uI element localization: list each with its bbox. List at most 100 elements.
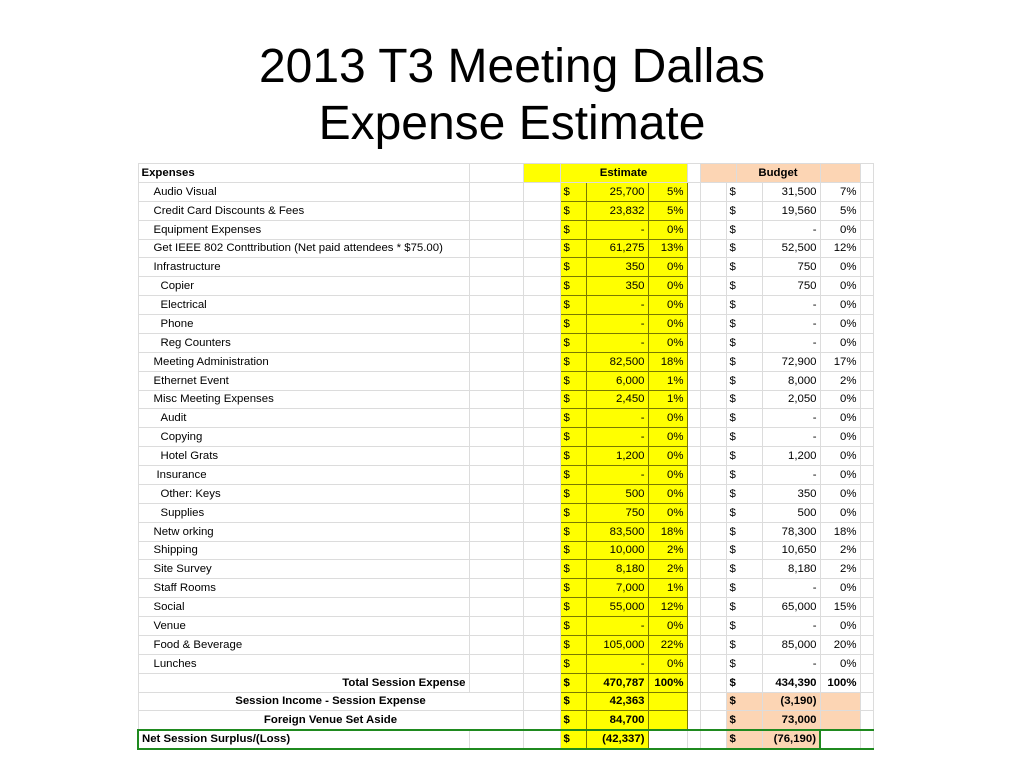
blank-cell (468, 540, 524, 561)
estimate-percent: 12% (647, 597, 688, 617)
row-label: Audio Visual (137, 181, 470, 202)
blank-cell (699, 351, 727, 372)
estimate-amount: 25,700 (585, 181, 649, 202)
estimate-percent: 1% (647, 389, 688, 410)
blank-cell (859, 163, 874, 183)
blank-cell (522, 521, 561, 542)
estimate-currency: $ (559, 483, 587, 504)
blank-cell (686, 521, 701, 542)
blank-cell (859, 578, 874, 599)
blank-cell (686, 465, 701, 485)
blank-cell (686, 559, 701, 580)
budget-amount: 85,000 (761, 634, 821, 655)
blank-cell (522, 181, 561, 202)
estimate-header: Estimate (559, 163, 688, 183)
blank-cell (468, 465, 524, 485)
blank-cell (859, 295, 874, 315)
estimate-amount: 500 (585, 483, 649, 504)
blank-cell (468, 163, 524, 183)
row-label: Equipment Expenses (137, 219, 470, 240)
table-row: Social $55,000 12% $65,000 15% (137, 597, 874, 617)
blank-cell (468, 634, 524, 655)
row-label: Hotel Grats (137, 446, 470, 466)
budget-amount: 65,000 (761, 597, 821, 617)
budget-amount: - (761, 314, 821, 334)
budget-currency: $ (725, 408, 763, 429)
budget-currency: $ (725, 200, 763, 221)
estimate-currency: $ (559, 559, 587, 580)
table-row: Lunches $ -0% $ -0% (137, 653, 874, 674)
blank-cell (686, 219, 701, 240)
row-label: Site Survey (137, 559, 470, 580)
table-row: Equipment Expenses $ -0% $ -0% (137, 219, 874, 240)
budget-header: Budget (735, 163, 821, 183)
budget-percent: 15% (819, 597, 861, 617)
blank-cell (468, 181, 524, 202)
estimate-currency: $ (559, 502, 587, 523)
table-row: Venue $ -0% $ -0% (137, 616, 874, 636)
income-budget-amount: (3,190) (761, 691, 821, 712)
net-budget-amount: (76,190) (761, 728, 821, 750)
estimate-currency: $ (559, 219, 587, 240)
blank-cell (859, 238, 874, 259)
expense-table: Expenses Estimate Budget Audio Visual $25… (137, 163, 874, 750)
blank-cell (686, 181, 701, 202)
estimate-percent: 0% (647, 502, 688, 523)
table-row: Netw orking $83,500 18% $78,300 18% (137, 521, 874, 542)
budget-currency: $ (725, 446, 763, 466)
budget-currency: $ (725, 559, 763, 580)
budget-currency: $ (725, 257, 763, 278)
budget-amount: 78,300 (761, 521, 821, 542)
estimate-percent: 0% (647, 295, 688, 315)
budget-percent: 0% (819, 314, 861, 334)
blank-cell (699, 181, 727, 202)
blank-cell (468, 370, 524, 391)
table-row: Meeting Administration $82,500 18% $72,900 1… (137, 351, 874, 372)
blank-cell (859, 314, 874, 334)
blank-cell (699, 332, 727, 353)
blank-cell (686, 163, 701, 183)
row-label: Phone (137, 314, 470, 334)
blank-cell (686, 295, 701, 315)
blank-cell (699, 540, 727, 561)
budget-amount: - (761, 427, 821, 448)
budget-percent: 0% (819, 408, 861, 429)
row-label: Misc Meeting Expenses (137, 389, 470, 410)
estimate-amount: 2,450 (585, 389, 649, 410)
blank-cell (699, 728, 727, 750)
net-estimate-amount: (42,337) (585, 728, 649, 750)
row-label: Other: Keys (137, 483, 470, 504)
estimate-currency: $ (559, 389, 587, 410)
total-budget-percent: 100% (819, 672, 861, 693)
title-line-1: 2013 T3 Meeting Dallas (258, 40, 766, 93)
blank-cell (699, 314, 727, 334)
budget-currency: $ (725, 276, 763, 297)
row-label: Copying (137, 427, 470, 448)
budget-percent: 0% (819, 446, 861, 466)
blank-cell (686, 257, 701, 278)
estimate-currency: $ (559, 332, 587, 353)
row-label: Infrastructure (137, 257, 470, 278)
row-label: Electrical (137, 295, 470, 315)
blank-cell (468, 408, 524, 429)
blank-cell (859, 408, 874, 429)
estimate-amount: 61,275 (585, 238, 649, 259)
row-label: Food & Beverage (137, 634, 470, 655)
row-label: Meeting Administration (137, 351, 470, 372)
blank-cell (699, 465, 727, 485)
budget-currency: $ (725, 502, 763, 523)
estimate-currency: $ (559, 446, 587, 466)
estimate-currency: $ (559, 257, 587, 278)
table-row: Credit Card Discounts & Fees $23,832 5% $19… (137, 200, 874, 221)
estimate-amount: - (585, 314, 649, 334)
budget-currency: $ (725, 427, 763, 448)
budget-currency: $ (725, 370, 763, 391)
estimate-amount: 8,180 (585, 559, 649, 580)
table-row: Electrical $ -0% $ -0% (137, 295, 874, 315)
total-budget-currency: $ (725, 672, 763, 693)
blank-cell (699, 276, 727, 297)
estimate-currency: $ (559, 597, 587, 617)
estimate-percent: 0% (647, 616, 688, 636)
estimate-currency: $ (559, 295, 587, 315)
blank-cell (859, 634, 874, 655)
